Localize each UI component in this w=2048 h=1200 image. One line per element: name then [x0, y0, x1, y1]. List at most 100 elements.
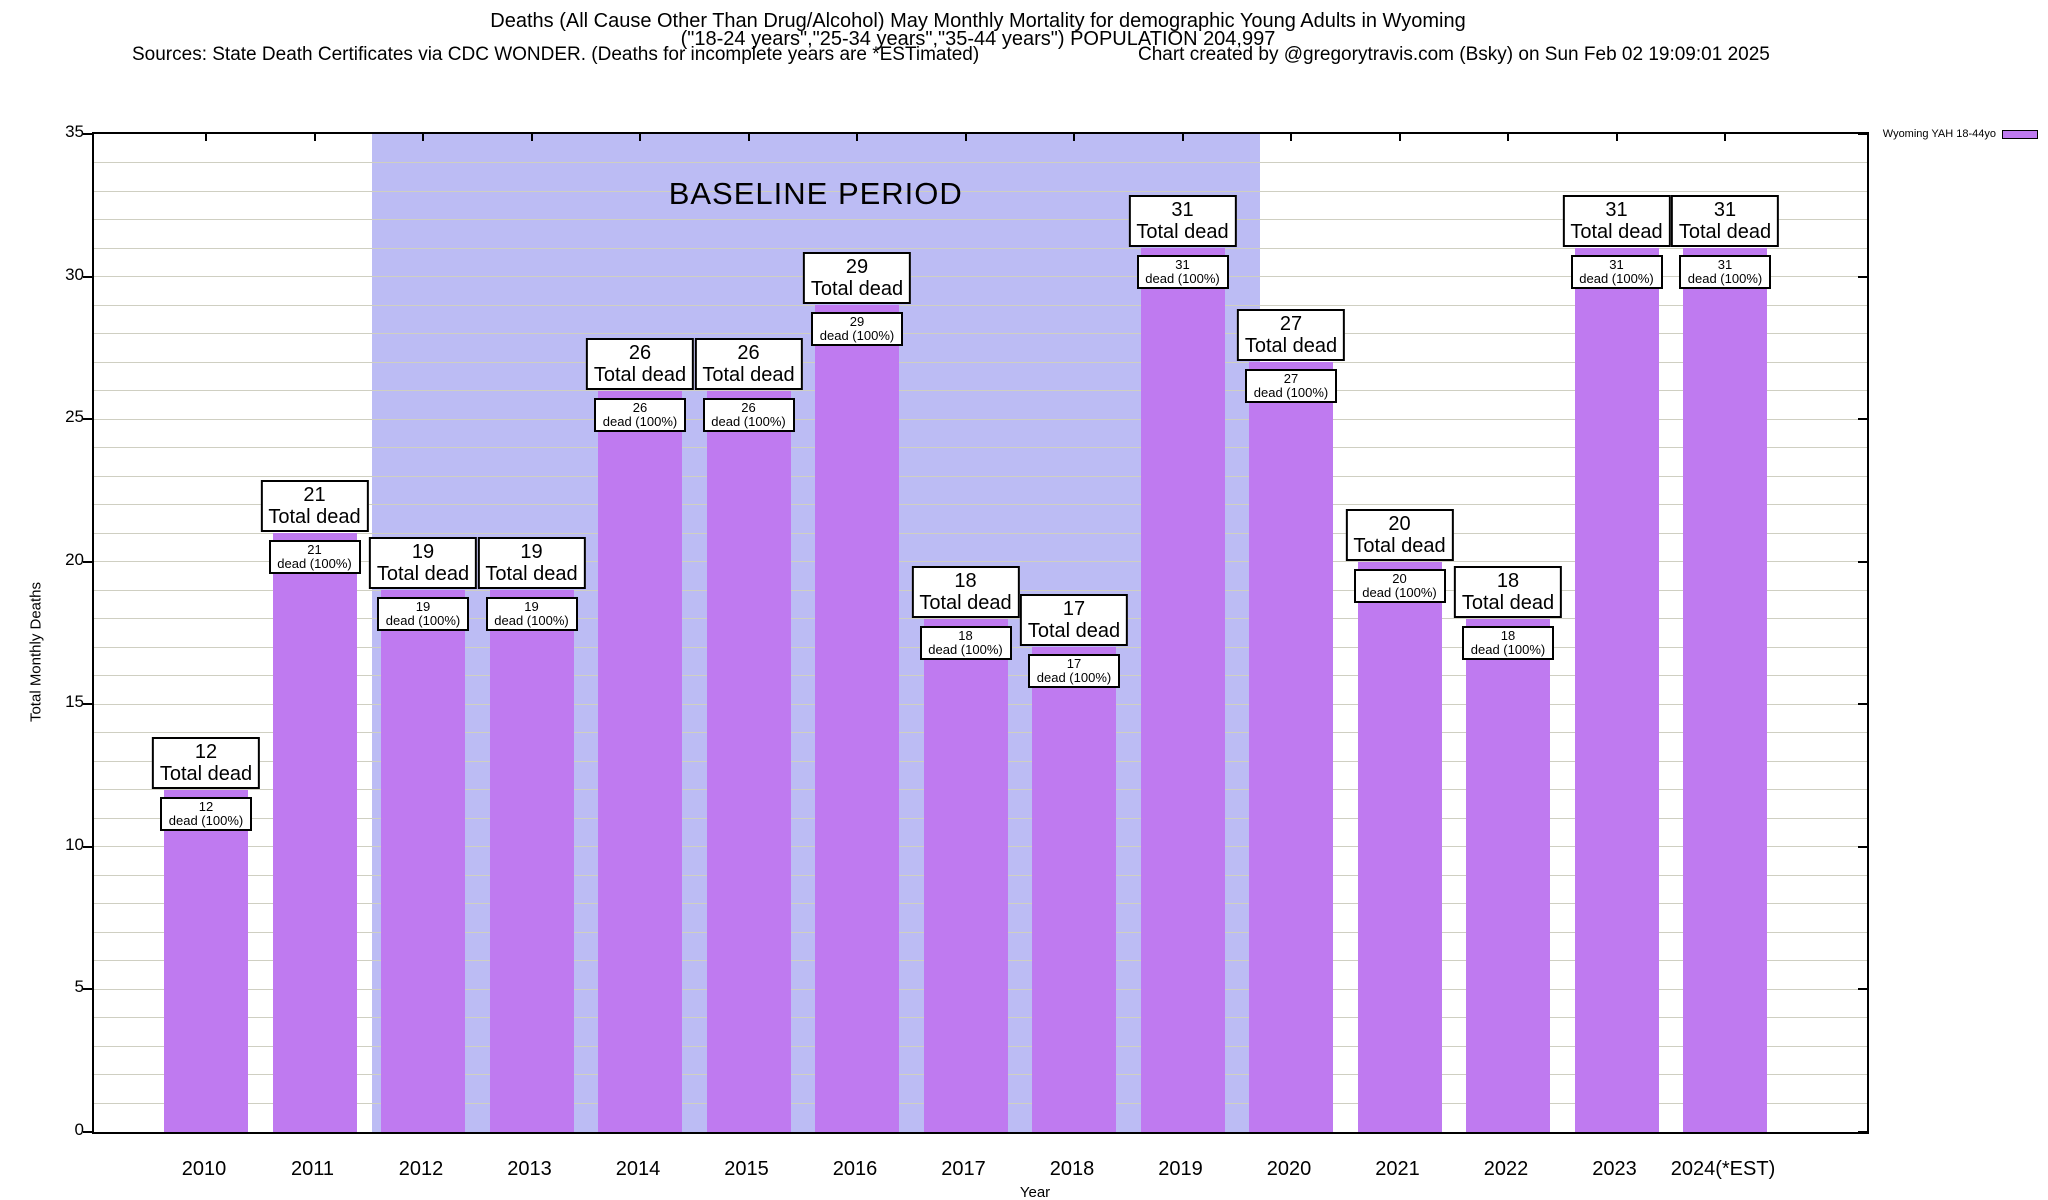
x-axis-tick-top — [1073, 134, 1075, 141]
y-axis-tick-right — [1858, 845, 1867, 848]
y-axis-tick — [83, 133, 92, 135]
y-axis-tick-right — [1858, 560, 1867, 563]
bar-total-label-2018: 17 Total dead — [1019, 594, 1129, 647]
bar-2019 — [1140, 248, 1225, 1132]
bar-inner-label-2016: 29 dead (100%) — [811, 312, 903, 347]
x-axis-tick-top — [530, 134, 533, 141]
bar-2020 — [1249, 362, 1333, 1132]
x-tick-label-2016: 2016 — [832, 1158, 878, 1180]
bar-inner-label-2017: 18 dead (100%) — [919, 625, 1012, 660]
y-axis-tick-right — [1858, 275, 1867, 278]
bar-inner-label-2024(*EST): 31 dead (100%) — [1679, 255, 1771, 290]
x-axis-tick-top — [1181, 134, 1184, 141]
bar-total-label-2023: 31 Total dead — [1562, 195, 1671, 248]
y-tick-label: 25 — [65, 407, 84, 427]
x-tick-label-2022: 2022 — [1483, 1158, 1529, 1180]
y-axis-tick — [83, 703, 92, 706]
gridline — [94, 532, 1867, 534]
gridline — [94, 447, 1867, 449]
y-tick-label: 15 — [65, 692, 84, 712]
bar-2017 — [923, 618, 1008, 1132]
x-tick-label-2012: 2012 — [398, 1158, 444, 1180]
gridline — [94, 561, 1867, 563]
bar-inner-label-2015: 26 dead (100%) — [702, 397, 795, 432]
bar-total-label-2012: 19 Total dead — [368, 537, 478, 590]
bar-total-label-2020: 27 Total dead — [1236, 309, 1346, 362]
gridline — [94, 333, 1867, 335]
y-axis-tick — [83, 560, 92, 563]
x-axis-tick-top — [1615, 134, 1618, 141]
x-axis-tick-top — [313, 134, 316, 141]
x-tick-label-2011: 2011 — [290, 1158, 335, 1180]
bar-inner-label-2020: 27 dead (100%) — [1245, 369, 1337, 404]
x-tick-label-2020: 2020 — [1266, 1158, 1312, 1180]
x-tick-label-2018: 2018 — [1049, 1158, 1095, 1180]
y-tick-label: 10 — [65, 834, 84, 854]
bar-2014 — [598, 390, 682, 1132]
bar-inner-label-2014: 26 dead (100%) — [594, 397, 686, 432]
bar-inner-label-2023: 31 dead (100%) — [1570, 255, 1663, 290]
gridline — [94, 276, 1867, 278]
x-axis-tick-top — [1290, 134, 1292, 141]
y-tick-label: 0 — [74, 1120, 84, 1139]
bar-2010 — [164, 789, 248, 1132]
gridline — [94, 190, 1867, 192]
gridline — [94, 390, 1867, 392]
chart-title-line1: Deaths (All Cause Other Than Drug/Alcoho… — [490, 10, 1466, 32]
x-axis-tick-top — [205, 134, 207, 141]
bar-total-label-2024(*EST): 31 Total dead — [1670, 195, 1780, 248]
bar-2021 — [1357, 561, 1442, 1132]
x-axis-tick-top — [1507, 134, 1509, 141]
bar-inner-label-2012: 19 dead (100%) — [377, 597, 469, 632]
x-tick-label-2017: 2017 — [941, 1158, 986, 1180]
y-axis-tick — [83, 845, 92, 848]
bar-total-label-2014: 26 Total dead — [585, 337, 695, 390]
x-axis-tick-top — [856, 134, 858, 141]
y-axis-tick-right — [1858, 418, 1867, 421]
gridline — [94, 162, 1867, 163]
x-axis-tick-top — [964, 134, 967, 141]
gridline — [94, 219, 1867, 221]
bar-2011 — [272, 533, 357, 1132]
baseline-region-label: BASELINE PERIOD — [668, 176, 963, 211]
gridline — [94, 247, 1867, 249]
x-tick-label-2021: 2021 — [1375, 1158, 1420, 1180]
x-axis-tick-top — [1724, 134, 1726, 141]
y-tick-label: 30 — [65, 264, 84, 284]
bar-total-label-2010: 12 Total dead — [151, 736, 261, 789]
x-tick-label-2013: 2013 — [507, 1158, 552, 1180]
bar-total-label-2019: 31 Total dead — [1128, 195, 1237, 248]
gridline — [94, 361, 1867, 363]
legend: Wyoming YAH 18-44yo — [1883, 128, 2038, 140]
y-tick-label: 5 — [74, 977, 84, 997]
bar-total-label-2021: 20 Total dead — [1345, 508, 1454, 561]
x-tick-label-2015: 2015 — [724, 1158, 769, 1180]
bar-2016 — [815, 305, 899, 1132]
legend-label: Wyoming YAH 18-44yo — [1882, 128, 1996, 140]
bar-2018 — [1032, 647, 1116, 1132]
bar-total-label-2013: 19 Total dead — [477, 537, 586, 590]
bar-total-label-2011: 21 Total dead — [260, 480, 369, 533]
bar-total-label-2022: 18 Total dead — [1453, 565, 1563, 618]
x-axis-tick-top — [639, 134, 641, 141]
bar-inner-label-2021: 20 dead (100%) — [1353, 568, 1446, 603]
y-axis-tick-right — [1858, 988, 1867, 991]
x-tick-label-2010: 2010 — [181, 1158, 227, 1180]
x-axis-title: Year — [1019, 1184, 1051, 1200]
bar-2013 — [489, 590, 574, 1132]
bar-inner-label-2013: 19 dead (100%) — [485, 597, 578, 632]
x-axis-tick-top — [1398, 134, 1401, 141]
y-axis-tick-right — [1858, 1131, 1867, 1133]
bar-total-label-2016: 29 Total dead — [802, 252, 912, 305]
legend-swatch-icon — [2002, 129, 2038, 139]
y-axis-tick-right — [1858, 133, 1867, 135]
chart-title-line2: ("18-24 years","25-34 years","35-44 year… — [680, 28, 1276, 50]
gridline — [94, 304, 1867, 306]
y-axis-tick — [83, 1131, 92, 1133]
x-axis-tick-top — [747, 134, 750, 141]
x-tick-label-2019: 2019 — [1158, 1158, 1203, 1180]
plot-area: BASELINE PERIOD 12 dead (100%) 12 Total dead… — [83, 132, 1869, 1134]
y-axis-tick — [83, 988, 92, 991]
bar-total-label-2015: 26 Total dead — [694, 337, 803, 390]
